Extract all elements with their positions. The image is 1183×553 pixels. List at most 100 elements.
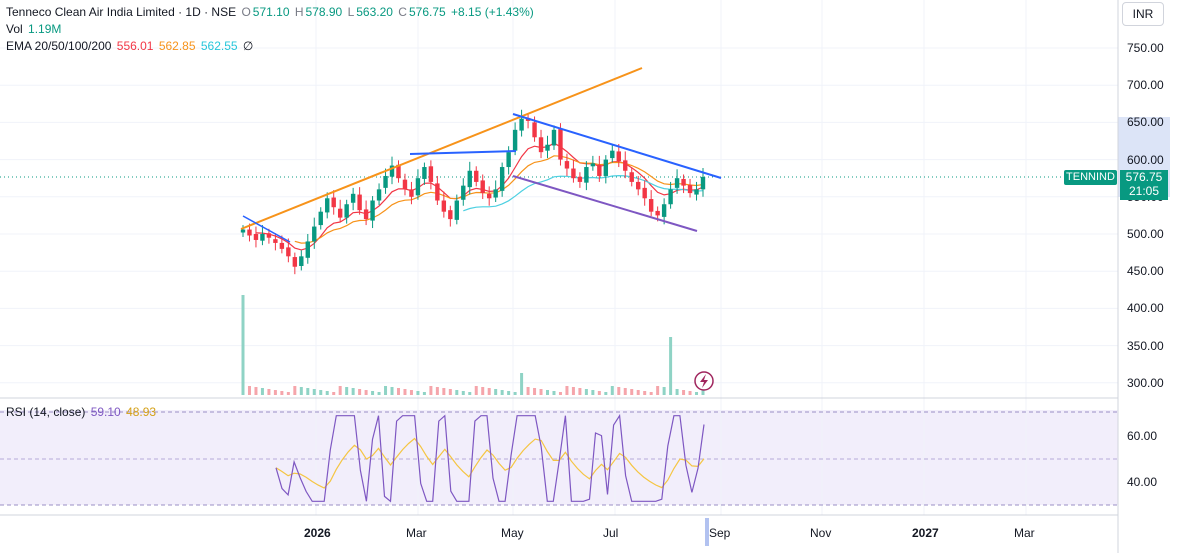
rsi-legend[interactable]: RSI (14, close) 59.10 48.93 [6, 404, 158, 420]
candle-body [687, 184, 693, 194]
trendline-orange[interactable] [240, 67, 643, 230]
trendline-purple-support[interactable] [512, 175, 698, 232]
volume-bar [429, 386, 433, 395]
candle-body [253, 234, 259, 240]
price-tick-label: 600.00 [1127, 152, 1164, 167]
volume-bar [649, 392, 653, 395]
candle-body [415, 178, 421, 196]
candle-body [318, 211, 323, 226]
volume-bar [468, 392, 472, 395]
volume-bar [241, 295, 245, 395]
volume-bar [280, 391, 284, 395]
volume-bar [312, 389, 316, 395]
volume-bar [435, 387, 439, 395]
volume-bar [558, 392, 562, 395]
candle-body [668, 189, 673, 205]
symbol-legend: Tenneco Clean Air India Limited · 1D · N… [6, 4, 536, 20]
volume-bar [403, 389, 407, 395]
candle-body [422, 167, 427, 179]
candle-body [363, 209, 369, 220]
candle-body [292, 257, 298, 267]
symbol-tag: TENNIND [1064, 170, 1117, 185]
currency-button[interactable]: INR [1122, 2, 1164, 26]
price-tick-label: 650.00 [1127, 115, 1164, 130]
volume-bar [260, 388, 264, 395]
candle-body [402, 179, 408, 190]
candle-body [441, 200, 447, 212]
candle-body [616, 151, 621, 162]
candle-body [571, 168, 576, 179]
trendline-blue-resistance[interactable] [512, 113, 722, 179]
candle-body [266, 233, 272, 238]
candle-body [648, 199, 654, 212]
candle-body [642, 187, 647, 199]
volume-bar [584, 389, 588, 395]
volume-bar [617, 387, 621, 395]
candle-body [545, 144, 550, 151]
candle-body [344, 204, 349, 218]
candle-body [474, 170, 479, 182]
time-tick-label: 2026 [304, 526, 331, 540]
volume-bar [591, 390, 595, 395]
candle-body [610, 150, 615, 159]
symbol-title[interactable]: Tenneco Clean Air India Limited · 1D · N… [6, 5, 237, 19]
price-tick-label: 350.00 [1127, 338, 1164, 353]
volume-bar [448, 389, 452, 395]
price-tick-label: 400.00 [1127, 301, 1164, 316]
candle-body [655, 210, 660, 216]
candle-body [506, 152, 511, 168]
volume-bars [241, 295, 705, 395]
volume-bar [422, 392, 426, 395]
candle-body [305, 241, 310, 258]
price-tick-label: 450.00 [1127, 264, 1164, 279]
trendline-blue-horizontal[interactable] [409, 150, 517, 155]
volume-bar [487, 388, 491, 395]
ema-lines [255, 142, 704, 251]
candle-body [564, 161, 570, 169]
rsi-label: RSI (14, close) [6, 405, 86, 419]
volume-bar [293, 386, 297, 395]
candle-body [558, 129, 563, 160]
candle-body [389, 165, 395, 177]
volume-bar [416, 391, 420, 395]
ema-label: EMA 20/50/100/200 [6, 39, 112, 53]
candle-body [350, 193, 356, 203]
trendlines[interactable] [240, 67, 722, 243]
price-tick-label: 700.00 [1127, 78, 1164, 93]
volume-bar [630, 389, 634, 395]
candle-body [636, 181, 641, 190]
volume-bar [306, 388, 310, 395]
candle-body [538, 137, 544, 153]
candle-body [551, 129, 557, 146]
grid-lines [0, 0, 1118, 515]
ema20-line [255, 142, 704, 251]
rsi-line [275, 413, 705, 503]
candle-body [273, 239, 278, 243]
ema20-value: 556.01 [116, 39, 154, 53]
vol-value: 1.19M [28, 22, 62, 36]
volume-bar [695, 392, 699, 395]
candle-body [597, 164, 602, 176]
candlesticks[interactable] [240, 109, 706, 275]
high-label: H [294, 5, 304, 19]
time-tick-label: Mar [406, 526, 427, 540]
candle-body [590, 163, 596, 167]
volume-bar [513, 392, 517, 395]
volume-legend[interactable]: Vol 1.19M [6, 21, 63, 37]
candle-body [577, 176, 583, 182]
volume-bar [371, 391, 375, 395]
open-label: O [241, 5, 251, 19]
ema-legend[interactable]: EMA 20/50/100/200 556.01 562.85 562.55 ∅ [6, 38, 255, 54]
trendline-blue-short[interactable] [242, 215, 291, 243]
ema50-value: 562.85 [158, 39, 196, 53]
candle-body [454, 200, 460, 220]
lightning-icon[interactable] [694, 371, 714, 391]
candle-body [661, 204, 667, 217]
change-value: +8.15 (+1.43%) [451, 5, 534, 19]
volume-bar [539, 389, 543, 395]
volume-bar [546, 390, 550, 395]
candle-body [532, 122, 537, 138]
volume-bar [358, 389, 362, 395]
volume-bar [325, 391, 329, 395]
